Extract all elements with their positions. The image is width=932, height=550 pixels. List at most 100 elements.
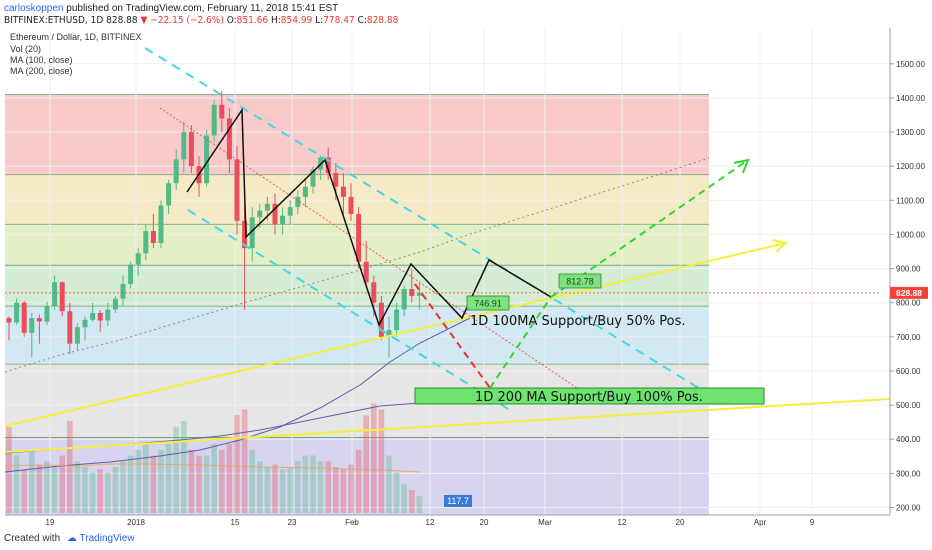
volume-bar [378,409,385,513]
candle-body [272,203,278,225]
elliott-wave-path [186,107,552,327]
candle-body [181,132,187,160]
volume-bar [143,444,149,513]
footer-prefix: Created with [4,533,61,544]
price-label-text: 746.91 [474,299,502,309]
indicator-ma200[interactable]: MA (200, close) [10,66,73,76]
last-price-flag-text: 828.88 [896,288,922,298]
volume-bar [196,455,202,513]
tradingview-logo[interactable]: ☁ TradingView [66,533,135,544]
volume-bar [401,484,407,513]
high-value: 854.99 [280,15,313,26]
volume-bar [287,467,293,513]
volume-bar [165,444,172,513]
volume-bar [29,449,35,513]
volume-bar [127,455,134,513]
candle-body [21,302,27,333]
volume-bar [310,455,316,513]
volume-bar [295,461,301,513]
candle-body [295,196,301,208]
candle-body [120,283,126,299]
volume-bar [302,455,309,513]
candle-body [6,318,12,323]
candle-body [204,135,210,184]
close-value: 828.88 [366,15,399,26]
candle-body [416,292,422,296]
volume-bar [340,469,347,513]
volume-bar [112,467,119,513]
volume-bar [317,461,324,513]
y-tick-label: 300.00 [896,469,921,478]
candle-body [67,311,73,344]
open-value: 851.66 [236,15,269,26]
volume-bar [173,426,179,513]
y-tick-label: 600.00 [896,367,921,376]
y-tick-label: 1500.00 [896,60,925,69]
candle-body [226,118,232,160]
volume-bar [371,403,377,513]
x-tick-label: 2018 [127,518,145,527]
volume-bar [150,455,157,513]
price-change: ▼ −22.15 (−2.6%) [140,15,224,26]
brand-name: TradingView [79,533,135,544]
o-label: O: [226,15,237,26]
volume-label: 117.7 [447,496,469,506]
candle-body [211,104,217,136]
trend-dotted-line [5,157,710,373]
y-tick-label: 1000.00 [896,230,925,239]
volume-bar [44,461,50,513]
x-tick-label: 20 [480,518,489,527]
candle-body [150,231,156,243]
ma200-support-line [5,398,890,453]
candle-body [29,318,35,333]
volume-bar [264,467,271,513]
candle-body [287,207,293,216]
volume-bar [105,472,111,513]
candle-body [371,282,377,303]
candle-body [249,217,255,249]
candle-body [52,282,58,307]
x-tick-label: Feb [345,518,359,527]
candle-body [97,312,103,321]
h-label: H: [270,15,281,26]
volume-bar [82,467,88,513]
footer: Created with ☁ TradingView [4,533,135,544]
volume-bar [67,421,73,513]
candle-body [135,253,141,265]
author-link[interactable]: carloskoppen [4,3,64,14]
indicator-ma100[interactable]: MA (100, close) [10,55,73,65]
volume-bar [257,461,263,513]
candle-body [257,210,263,218]
vol-ma-line [5,463,140,467]
price-label-box [558,273,602,289]
annotation-ma200-box [414,387,765,405]
candle-body [90,312,96,320]
candle-body [143,231,149,254]
candle-body [158,205,164,243]
candle-body [409,289,415,296]
y-tick-label: 800.00 [896,299,921,308]
candle-body [386,330,392,337]
volume-bar [249,449,255,513]
candle-body [340,186,346,197]
candle-body [356,213,362,262]
red-dash-projection [414,283,491,389]
candle-body [112,298,118,310]
green-arrow-head [733,158,750,174]
indicator-volume[interactable]: Vol (20) [10,44,42,54]
candle-body [234,159,240,221]
volume-bar [97,469,103,513]
green-dash-projection [489,296,552,389]
volume-bar [416,495,423,513]
red-dotted-projection [159,107,581,391]
x-tick-label: 23 [288,518,297,527]
candle-body [36,318,42,322]
volume-bar [393,472,400,513]
volume-bar [241,409,248,513]
volume-bar [6,426,12,513]
candle-body [14,302,20,323]
channel-upper-line [144,47,711,396]
volume-bar [59,455,65,513]
volume-bar [325,461,331,513]
